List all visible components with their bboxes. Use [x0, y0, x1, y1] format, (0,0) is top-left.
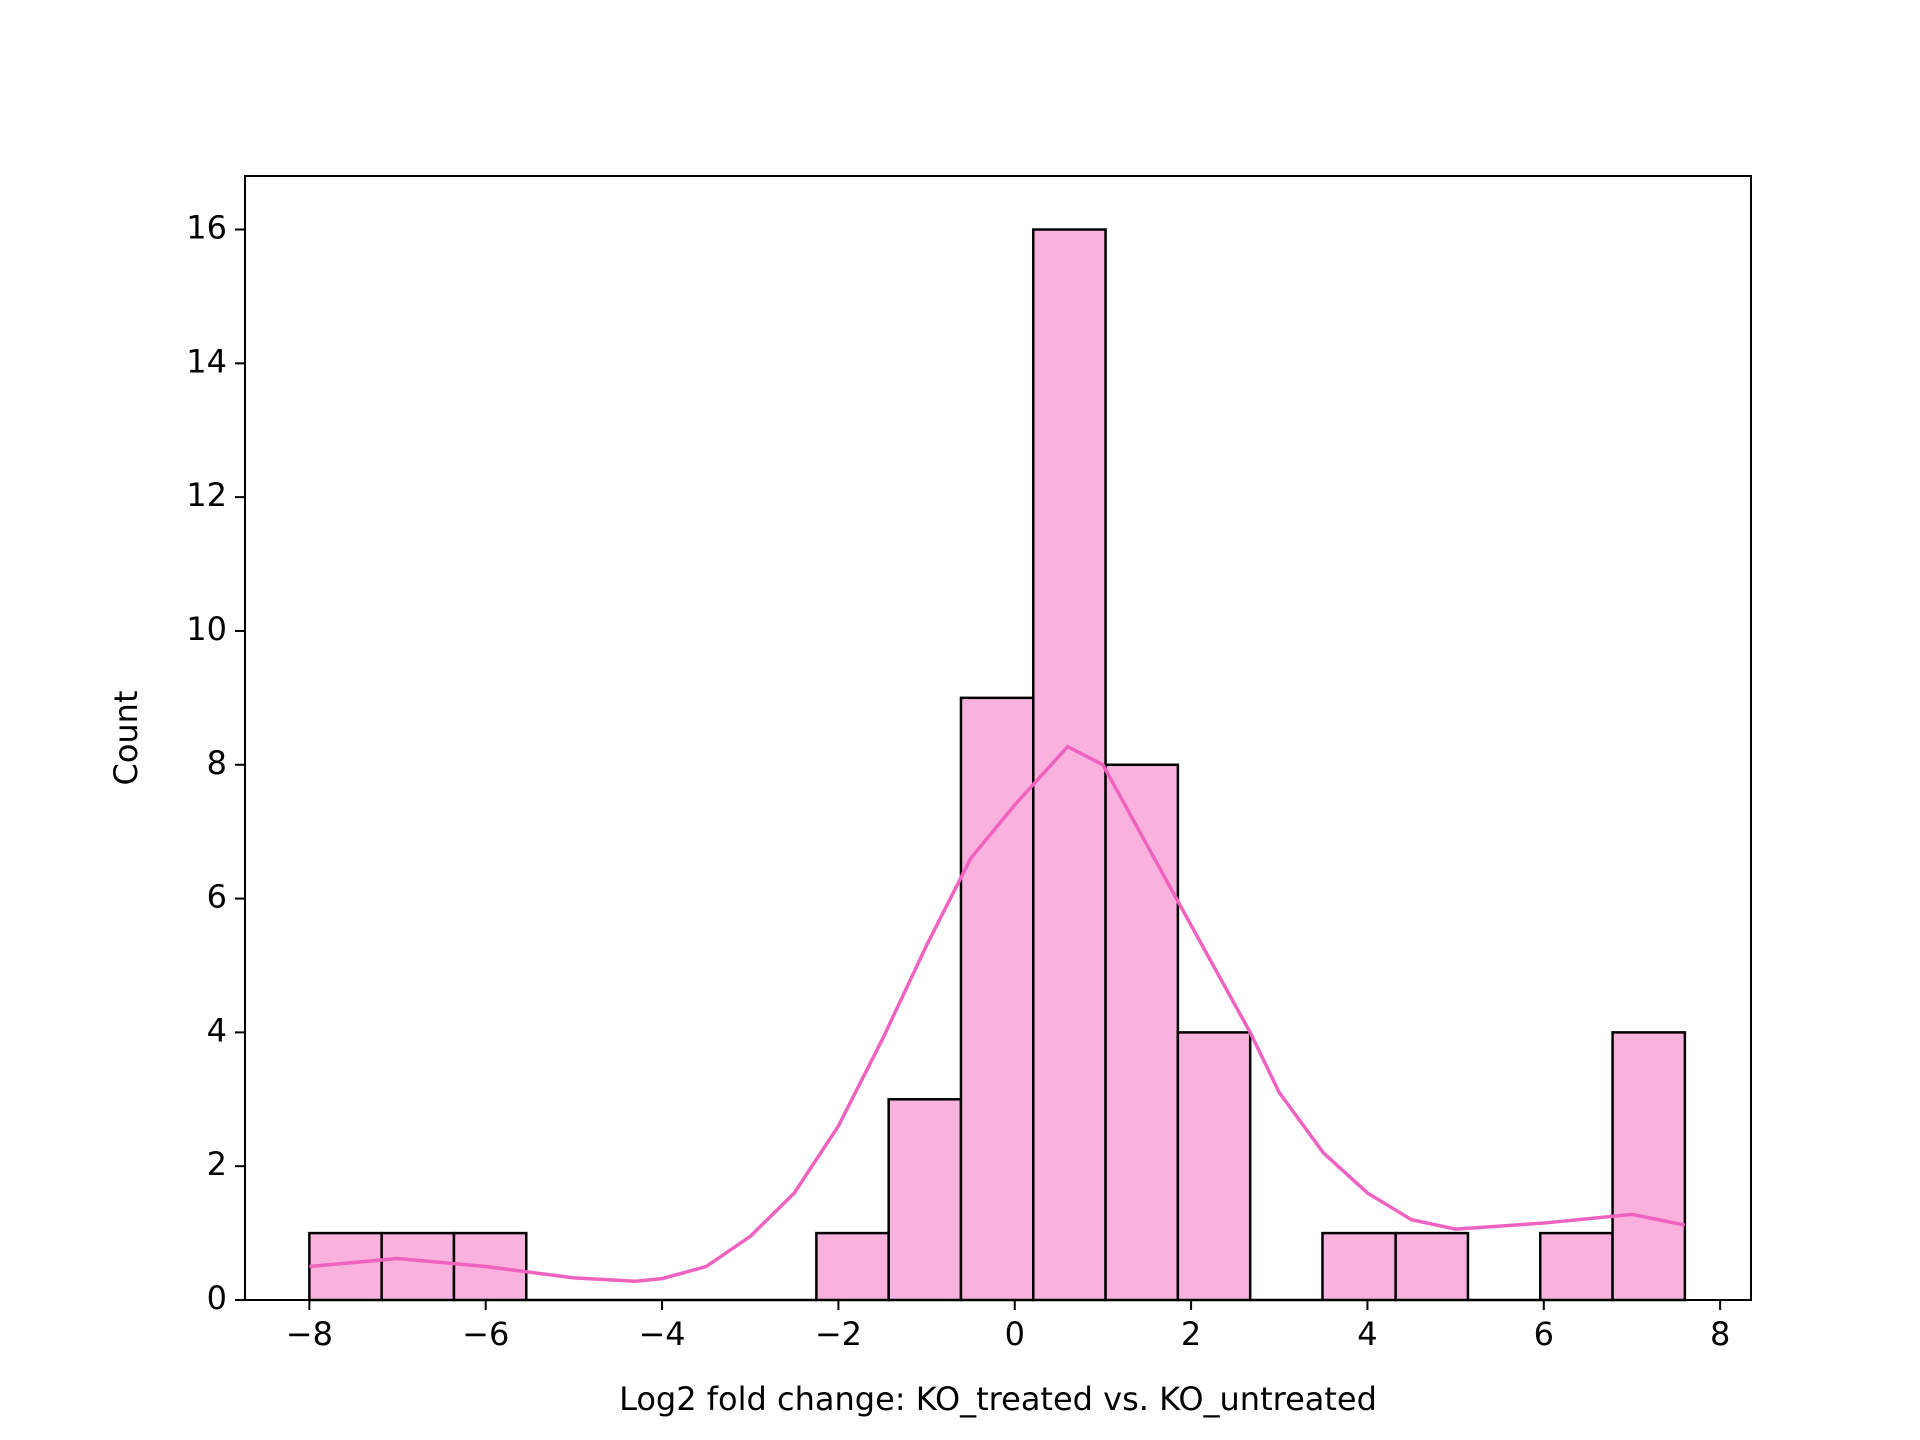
bar: [887, 1098, 963, 1302]
y-tick-label: 6: [207, 878, 227, 916]
y-tick-label: 12: [186, 476, 227, 514]
y-axis-label: Count: [107, 690, 145, 785]
y-tick-label: 2: [207, 1145, 227, 1183]
kde-line: [309, 744, 1686, 1284]
y-tick-label: 8: [207, 744, 227, 782]
plot-frame: [244, 175, 1752, 1301]
y-tick-label: 14: [186, 342, 227, 380]
x-tick-label: 2: [1181, 1315, 1201, 1353]
bar: [1539, 1231, 1614, 1302]
bar: [380, 1231, 456, 1302]
bar: [1104, 763, 1180, 1302]
y-tick-label: 4: [207, 1011, 227, 1049]
y-tick-label: 0: [207, 1279, 227, 1317]
x-tick-label: 0: [1005, 1315, 1025, 1353]
bar: [959, 696, 1035, 1302]
x-tick-label: −6: [462, 1315, 509, 1353]
x-tick-label: 6: [1534, 1315, 1554, 1353]
bar: [1321, 1231, 1397, 1302]
y-tick-label: 16: [186, 209, 227, 247]
bar: [1176, 1031, 1252, 1302]
bar: [1394, 1231, 1470, 1302]
bar: [1611, 1031, 1687, 1302]
x-tick-label: −2: [815, 1315, 862, 1353]
x-tick-label: 4: [1357, 1315, 1377, 1353]
x-tick-label: −8: [286, 1315, 333, 1353]
x-tick-label: −4: [638, 1315, 685, 1353]
x-tick-label: 8: [1710, 1315, 1730, 1353]
y-tick-label: 10: [186, 610, 227, 648]
bar: [1032, 228, 1107, 1302]
x-axis-label: Log2 fold change: KO_treated vs. KO_untr…: [619, 1380, 1377, 1418]
bar: [815, 1231, 890, 1302]
